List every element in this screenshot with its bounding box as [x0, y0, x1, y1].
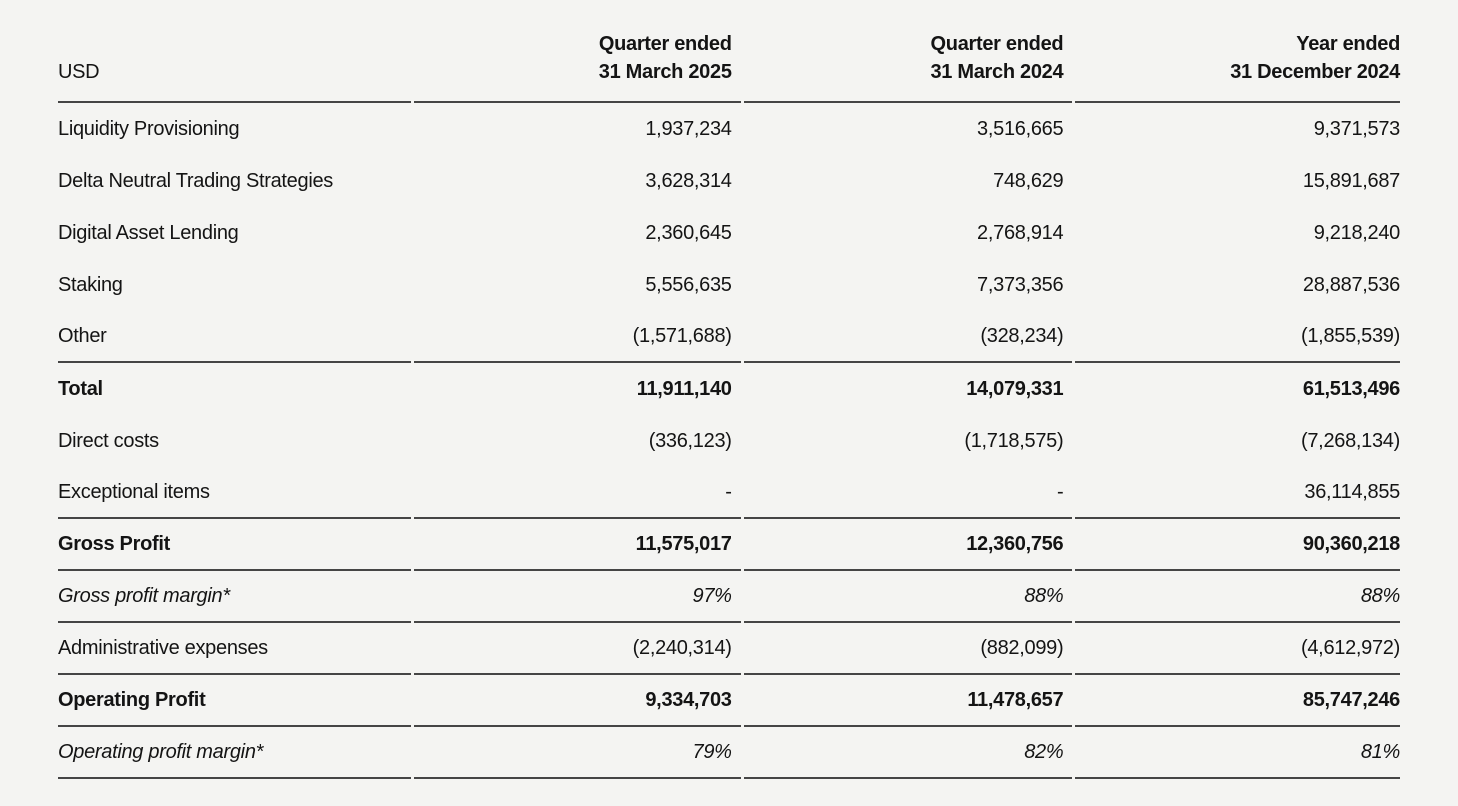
column-header-line1: Quarter ended — [930, 33, 1064, 55]
table-header-row: USD Quarter ended 31 March 2025 Quarter … — [58, 20, 1400, 103]
table-row-gross-profit: Gross Profit 11,575,017 12,360,756 90,36… — [58, 519, 1400, 571]
table-row-direct-costs: Direct costs (336,123) (1,718,575) (7,26… — [58, 415, 1400, 467]
cell-value: 97% — [413, 571, 741, 623]
cell-value: 28,887,536 — [1302, 273, 1400, 296]
financial-statement-page: USD Quarter ended 31 March 2025 Quarter … — [55, 20, 1403, 779]
cell-value: 9,218,240 — [1313, 221, 1401, 244]
income-statement-table: USD Quarter ended 31 March 2025 Quarter … — [55, 20, 1403, 779]
cell-value: 61,513,496 — [1302, 377, 1400, 400]
row-label: Delta Neutral Trading Strategies — [58, 169, 333, 192]
cell-value: 11,478,657 — [743, 675, 1073, 727]
table-row-administrative-expenses: Administrative expenses (2,240,314) (882… — [58, 623, 1400, 675]
table-row-delta-neutral-trading: Delta Neutral Trading Strategies 3,628,3… — [58, 155, 1400, 207]
table-row-staking: Staking 5,556,635 7,373,356 28,887,536 — [58, 259, 1400, 311]
cell-value: - — [413, 467, 741, 519]
cell-value: 2,768,914 — [977, 221, 1064, 244]
cell-value: 11,575,017 — [413, 519, 741, 571]
cell-value: (7,268,134) — [1301, 429, 1400, 452]
column-header-quarter-2025: Quarter ended 31 March 2025 — [413, 20, 741, 103]
cell-value: 3,516,665 — [977, 117, 1064, 140]
currency-unit-label: USD — [58, 20, 411, 103]
cell-value: 85,747,246 — [1075, 675, 1400, 727]
cell-value: - — [743, 467, 1073, 519]
cell-value: (1,718,575) — [964, 429, 1064, 452]
cell-value: 79% — [413, 727, 741, 779]
cell-value: 7,373,356 — [977, 273, 1064, 296]
row-label: Total — [58, 377, 103, 400]
row-label: Liquidity Provisioning — [58, 117, 240, 140]
cell-value: 9,334,703 — [413, 675, 741, 727]
table-row-digital-asset-lending: Digital Asset Lending 2,360,645 2,768,91… — [58, 207, 1400, 259]
cell-value: 88% — [743, 571, 1073, 623]
cell-value: 36,114,855 — [1075, 467, 1400, 519]
row-label: Digital Asset Lending — [58, 221, 239, 244]
cell-value: 15,891,687 — [1302, 169, 1400, 192]
cell-value: 748,629 — [993, 169, 1064, 192]
row-label: Gross Profit — [58, 519, 411, 571]
cell-value: 88% — [1075, 571, 1400, 623]
cell-value: 11,911,140 — [636, 377, 732, 400]
cell-value: (2,240,314) — [413, 623, 741, 675]
row-label: Operating Profit — [58, 675, 411, 727]
cell-value: 81% — [1075, 727, 1400, 779]
row-label: Exceptional items — [58, 467, 411, 519]
table-row-total: Total 11,911,140 14,079,331 61,513,496 — [58, 363, 1400, 415]
cell-value: 3,628,314 — [645, 169, 732, 192]
cell-value: 9,371,573 — [1313, 117, 1401, 140]
cell-value: (1,571,688) — [413, 311, 741, 363]
column-header-line1: Quarter ended — [598, 33, 732, 55]
row-label: Staking — [58, 273, 123, 296]
cell-value: (1,855,539) — [1075, 311, 1400, 363]
cell-value: 12,360,756 — [743, 519, 1073, 571]
cell-value: 5,556,635 — [645, 273, 732, 296]
table-row-operating-profit-margin: Operating profit margin* 79% 82% 81% — [58, 727, 1400, 779]
column-header-line2: 31 March 2024 — [930, 61, 1064, 83]
table-row-gross-profit-margin: Gross profit margin* 97% 88% 88% — [58, 571, 1400, 623]
cell-value: (328,234) — [743, 311, 1073, 363]
cell-value: (882,099) — [743, 623, 1073, 675]
table-row-other: Other (1,571,688) (328,234) (1,855,539) — [58, 311, 1400, 363]
cell-value: (336,123) — [648, 429, 732, 452]
cell-value: 82% — [743, 727, 1073, 779]
cell-value: 14,079,331 — [966, 377, 1064, 400]
row-label: Gross profit margin* — [58, 571, 411, 623]
cell-value: 1,937,234 — [645, 117, 732, 140]
column-header-quarter-2024: Quarter ended 31 March 2024 — [743, 20, 1073, 103]
row-label: Operating profit margin* — [58, 727, 411, 779]
row-label: Other — [58, 311, 411, 363]
table-row-operating-profit: Operating Profit 9,334,703 11,478,657 85… — [58, 675, 1400, 727]
row-label: Direct costs — [58, 429, 159, 452]
column-header-line2: 31 March 2025 — [598, 61, 732, 83]
column-header-line1: Year ended — [1296, 33, 1400, 55]
cell-value: (4,612,972) — [1075, 623, 1400, 675]
column-header-year-2024: Year ended 31 December 2024 — [1075, 20, 1400, 103]
table-row-liquidity-provisioning: Liquidity Provisioning 1,937,234 3,516,6… — [58, 103, 1400, 155]
cell-value: 2,360,645 — [645, 221, 732, 244]
cell-value: 90,360,218 — [1075, 519, 1400, 571]
column-header-line2: 31 December 2024 — [1230, 61, 1400, 83]
table-row-exceptional-items: Exceptional items - - 36,114,855 — [58, 467, 1400, 519]
row-label: Administrative expenses — [58, 623, 411, 675]
